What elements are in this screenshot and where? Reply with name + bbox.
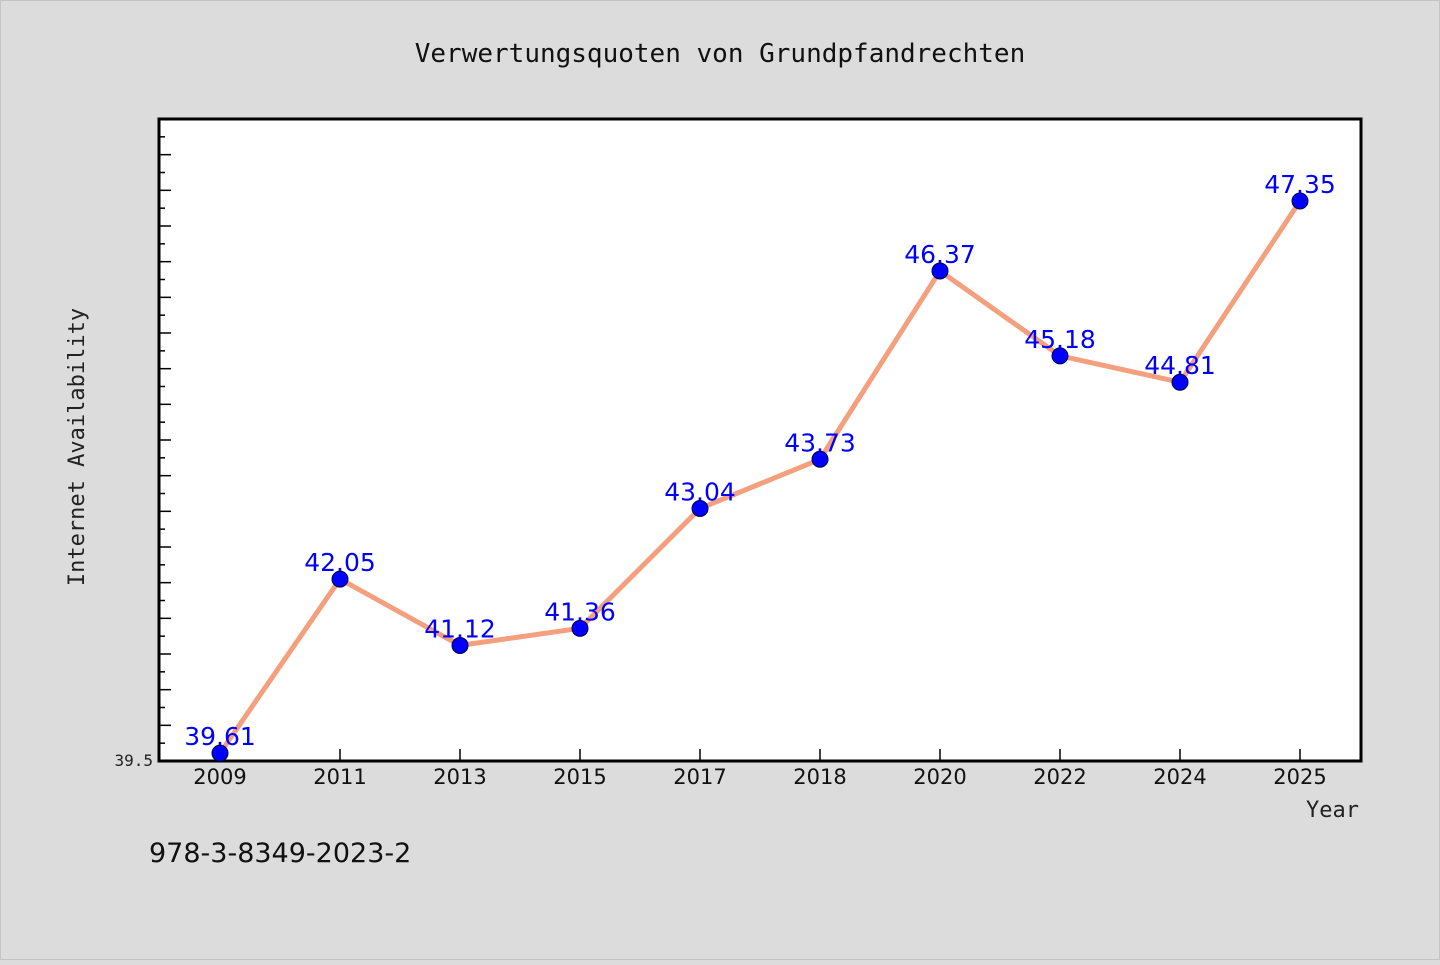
x-tick-label: 2011 bbox=[313, 765, 366, 789]
x-tick-label: 2025 bbox=[1273, 765, 1326, 789]
data-point bbox=[331, 570, 349, 588]
x-tick-label: 2024 bbox=[1153, 765, 1206, 789]
x-tick-label: 2022 bbox=[1033, 765, 1086, 789]
footer-isbn: 978-3-8349-2023-2 bbox=[149, 838, 411, 869]
data-label: 39.61 bbox=[184, 722, 256, 751]
data-point bbox=[691, 499, 709, 517]
y-tick-label: 39.5 bbox=[114, 751, 153, 770]
y-axis-ticks: 39.5 bbox=[114, 118, 171, 770]
data-point bbox=[1171, 373, 1189, 391]
data-label: 45.18 bbox=[1024, 325, 1096, 354]
data-label: 46.37 bbox=[904, 240, 976, 269]
data-point bbox=[931, 262, 949, 280]
data-point bbox=[1291, 192, 1309, 210]
chart-title: Verwertungsquoten von Grundpfandrechten bbox=[415, 39, 1025, 69]
x-axis-ticks: 2009 2011 2013 2015 2017 2018 2020 2022 2024 2025 bbox=[193, 749, 1327, 789]
data-label: 43.04 bbox=[664, 477, 736, 506]
x-tick-label: 2017 bbox=[673, 765, 726, 789]
series-group bbox=[211, 192, 1309, 762]
data-label: 44.81 bbox=[1144, 351, 1216, 380]
x-tick-label: 2013 bbox=[433, 765, 486, 789]
data-point bbox=[211, 744, 229, 762]
x-tick-label: 2018 bbox=[793, 765, 846, 789]
data-label: 43.73 bbox=[784, 428, 856, 457]
y-axis-title: Internet Availability bbox=[65, 308, 90, 586]
data-point bbox=[571, 619, 589, 637]
data-label: 47.35 bbox=[1264, 170, 1336, 199]
data-point bbox=[811, 450, 829, 468]
data-label: 41.36 bbox=[544, 597, 616, 626]
data-labels-group: 39.61 42.05 41.12 41.36 43.04 43.73 46.37 45.18… bbox=[184, 170, 1336, 751]
plot-area bbox=[157, 117, 1363, 763]
x-axis-title: Year bbox=[1306, 798, 1359, 823]
series-line bbox=[217, 198, 1303, 756]
data-label: 41.12 bbox=[424, 614, 496, 643]
data-point bbox=[1051, 347, 1069, 365]
x-tick-label: 2009 bbox=[193, 765, 246, 789]
data-label: 42.05 bbox=[304, 548, 376, 577]
x-tick-label: 2015 bbox=[553, 765, 606, 789]
data-point bbox=[451, 636, 469, 654]
x-tick-label: 2020 bbox=[913, 765, 966, 789]
